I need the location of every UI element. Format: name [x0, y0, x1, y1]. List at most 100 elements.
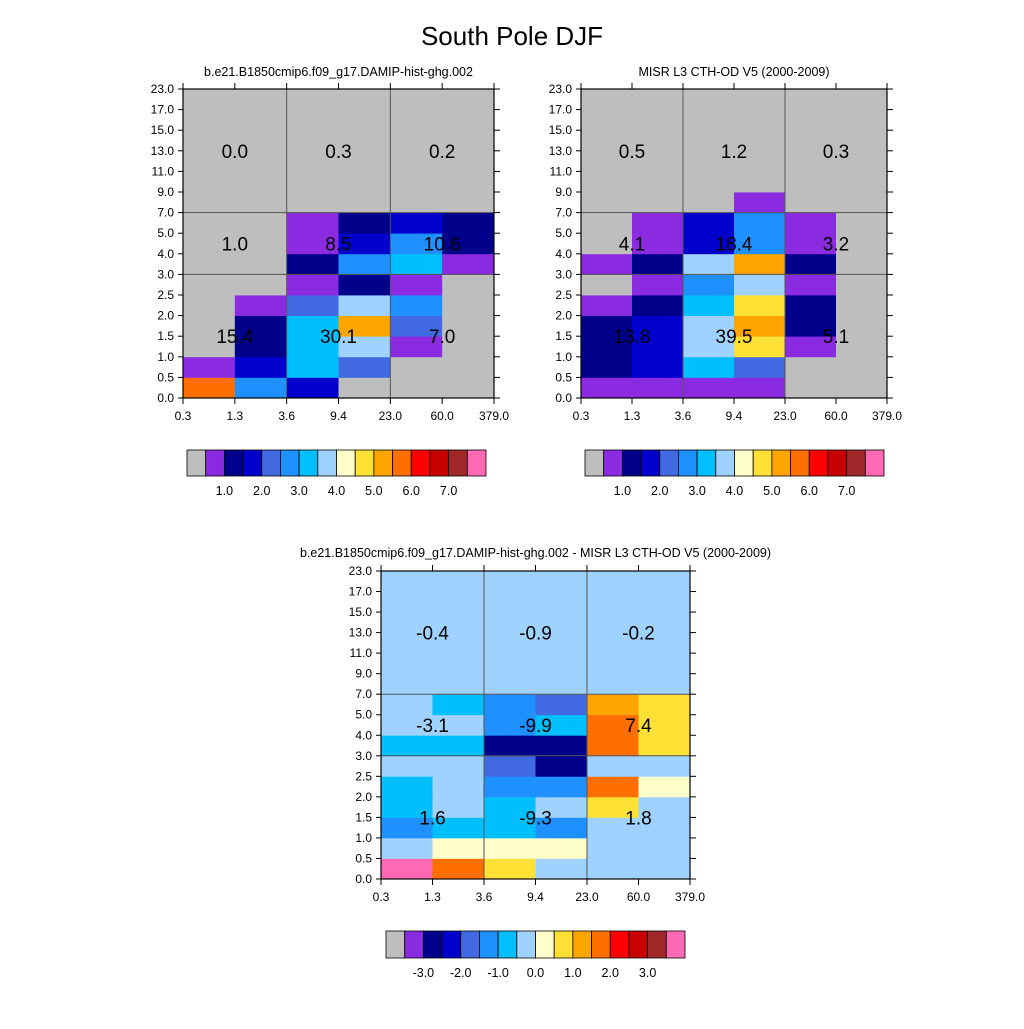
region-value-label: -0.2: [622, 624, 655, 645]
heatmap-cell: [484, 612, 536, 633]
colorbar-swatch: [665, 930, 686, 959]
heatmap-cell: [734, 253, 786, 275]
heatmap-cell: [638, 653, 691, 675]
x-tick-label: 379.0: [872, 409, 902, 423]
y-tick-label: 3.0: [157, 267, 174, 281]
colorbar-swatch: [441, 930, 462, 959]
heatmap-cell: [632, 356, 684, 378]
y-tick-label: 2.5: [157, 288, 174, 302]
colorbar-swatch: [392, 449, 412, 477]
region-value-label: 0.3: [325, 142, 351, 163]
heatmap-cell: [632, 336, 684, 358]
heatmap-cell: [183, 171, 236, 193]
heatmap-cell: [785, 377, 837, 399]
y-tick-label: 1.5: [555, 329, 572, 343]
x-tick-label: 60.0: [430, 409, 454, 423]
heatmap-cell: [587, 612, 639, 633]
colorbar-swatch: [609, 930, 630, 959]
y-tick-label: 1.5: [157, 329, 174, 343]
heatmap-cell: [734, 356, 786, 378]
heatmap-cell: [836, 171, 888, 193]
heatmap-cell: [535, 735, 588, 757]
heatmap-cell: [581, 150, 633, 172]
heatmap-cell: [484, 714, 536, 736]
x-tick-label: 1.3: [424, 890, 441, 904]
heatmap-cell: [632, 171, 684, 193]
heatmap-cell: [484, 837, 536, 859]
colorbar-swatch: [771, 449, 791, 477]
region-value-label: 0.3: [823, 142, 849, 163]
colorbar-label: 4.0: [328, 484, 345, 498]
x-tick-label: 9.4: [527, 890, 544, 904]
heatmap-cell: [836, 192, 888, 213]
colorbar-swatch: [790, 449, 810, 477]
heatmap-cell: [535, 776, 588, 798]
colorbar-swatch: [584, 449, 605, 477]
y-tick-label: 5.0: [555, 226, 572, 240]
heatmap-cell: [338, 171, 391, 193]
heatmap-cell: [183, 130, 236, 152]
heatmap-cell: [581, 253, 633, 275]
colorbar-swatch: [864, 449, 885, 477]
heatmap-cell: [632, 130, 684, 152]
heatmap-cell: [836, 89, 888, 110]
heatmap-cell: [632, 212, 684, 234]
heatmap-cell: [442, 315, 495, 337]
heatmap-cell: [581, 274, 633, 296]
x-tick-label: 0.3: [175, 409, 192, 423]
colorbar-swatch: [715, 449, 735, 477]
heatmap-cell: [638, 755, 691, 777]
heatmap-cell: [432, 714, 485, 736]
heatmap-cell: [381, 755, 433, 777]
heatmap-cell: [381, 694, 433, 716]
y-tick-label: 11.0: [350, 646, 373, 660]
x-tick-label: 60.0: [627, 890, 651, 904]
colorbar-swatch: [223, 449, 244, 477]
y-tick-label: 15.0: [549, 123, 573, 137]
heatmap-cell: [183, 192, 236, 213]
heatmap-cell: [234, 336, 288, 358]
heatmap-cell: [581, 192, 633, 213]
heatmap-cell: [381, 632, 433, 654]
heatmap-cell: [390, 336, 443, 358]
y-tick-label: 11.0: [550, 164, 573, 178]
heatmap-cell: [390, 89, 443, 110]
heatmap-cell: [234, 89, 288, 110]
y-tick-label: 2.0: [555, 309, 572, 323]
heatmap-cell: [734, 274, 786, 296]
heatmap-cell: [535, 796, 588, 818]
colorbar-swatch: [553, 930, 574, 959]
heatmap-cell: [632, 233, 684, 255]
colorbar-swatch: [647, 930, 667, 959]
x-tick-label: 3.6: [476, 890, 493, 904]
heatmap-cell: [683, 336, 735, 358]
y-tick-label: 13.0: [151, 144, 175, 158]
heatmap-cell: [632, 274, 684, 296]
region-value-label: 13.8: [614, 327, 651, 348]
colorbar-swatch: [640, 449, 661, 477]
heatmap-cell: [581, 89, 633, 110]
heatmap-cell: [286, 274, 339, 296]
heatmap-cell: [286, 192, 339, 213]
colorbar-label: -3.0: [413, 966, 435, 980]
colorbar-swatch: [422, 930, 443, 959]
x-tick-label: 0.3: [573, 409, 590, 423]
y-tick-label: 4.0: [355, 728, 372, 742]
x-tick-label: 379.0: [675, 890, 705, 904]
heatmap-cell: [390, 233, 443, 255]
heatmap-cell: [432, 694, 485, 716]
colorbar-label: 0.0: [527, 966, 544, 980]
heatmap-cell: [587, 571, 639, 592]
colorbar-label: 5.0: [763, 484, 780, 498]
heatmap-cell: [638, 673, 691, 695]
colorbar-label: 1.0: [564, 966, 581, 980]
heatmap-cell: [432, 735, 485, 757]
heatmap-cell: [683, 89, 735, 110]
heatmap-cell: [683, 109, 735, 131]
y-tick-label: 2.0: [355, 790, 372, 804]
heatmap-cell: [183, 89, 236, 110]
y-tick-label: 23.0: [549, 82, 573, 96]
heatmap-cell: [734, 150, 786, 172]
colorbar-swatch: [678, 449, 698, 477]
heatmap-cell: [484, 571, 536, 592]
